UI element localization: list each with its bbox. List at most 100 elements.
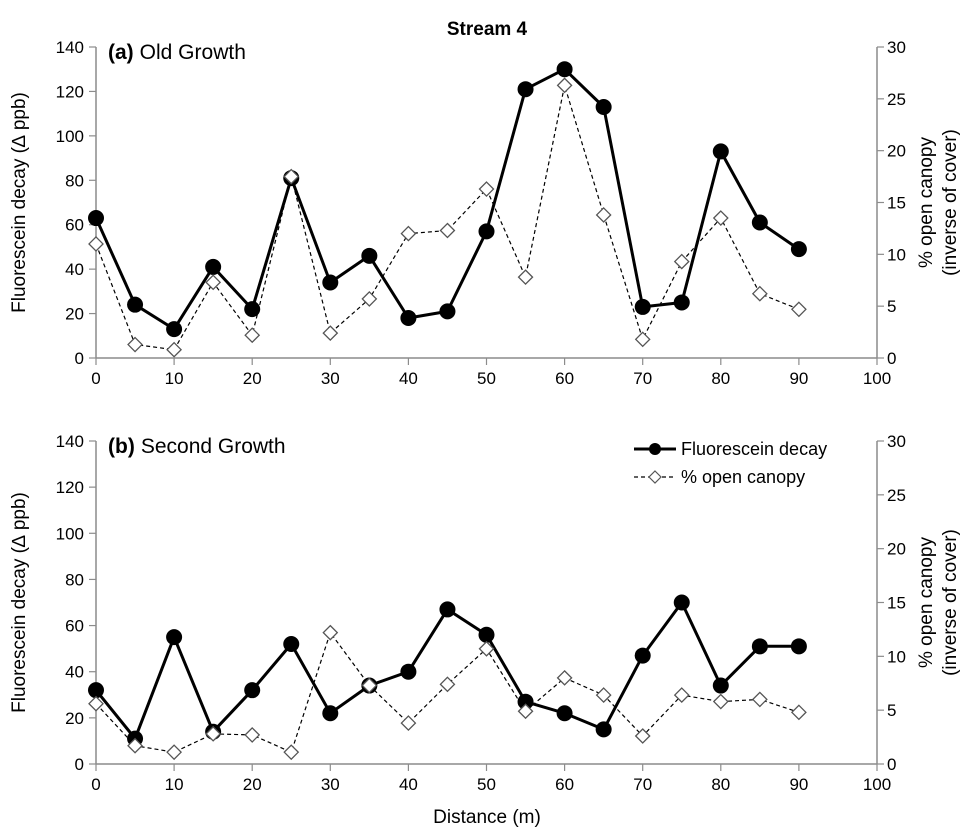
open-canopy-point bbox=[712, 210, 729, 226]
left-y-tick-label: 140 bbox=[56, 432, 84, 451]
fluorescein-decay-point bbox=[439, 303, 456, 320]
x-tick-label: 50 bbox=[477, 775, 496, 794]
open-canopy-point bbox=[556, 77, 573, 94]
fluorescein-decay-point bbox=[478, 223, 495, 240]
left-y-tick-label: 80 bbox=[65, 171, 84, 190]
open-canopy-point bbox=[634, 331, 651, 348]
open-canopy-point bbox=[400, 225, 417, 242]
open-canopy-point bbox=[244, 327, 261, 344]
fluorescein-decay-point bbox=[439, 601, 456, 618]
fluorescein-decay-point bbox=[634, 647, 651, 664]
open-canopy-point bbox=[673, 253, 690, 270]
left-y-tick-label: 100 bbox=[56, 127, 84, 146]
open-canopy-point bbox=[517, 269, 534, 286]
fluorescein-decay-point bbox=[400, 310, 417, 327]
fluorescein-decay-point bbox=[595, 721, 612, 738]
x-tick-label: 60 bbox=[555, 369, 574, 388]
x-tick-label: 20 bbox=[243, 775, 262, 794]
fluorescein-decay-point bbox=[751, 638, 768, 655]
fluorescein-decay-point bbox=[517, 693, 534, 710]
fluorescein-decay-point bbox=[595, 98, 612, 115]
panel-letter: (a) bbox=[108, 41, 134, 64]
right-y-tick-label: 20 bbox=[887, 540, 906, 559]
left-y-axis-title: Fluorescein decay (∆ ppb) bbox=[9, 92, 30, 313]
fluorescein-decay-point bbox=[166, 629, 183, 646]
fluorescein-decay-point bbox=[673, 594, 690, 611]
fluorescein-decay-point bbox=[88, 210, 104, 227]
open-canopy-point bbox=[517, 703, 534, 720]
x-tick-label: 20 bbox=[243, 369, 262, 388]
chart-title: Stream 4 bbox=[447, 19, 528, 40]
x-tick-label: 40 bbox=[399, 775, 418, 794]
fluorescein-decay-point bbox=[712, 143, 729, 160]
right-y-tick-label: 10 bbox=[887, 647, 906, 666]
fluorescein-decay-point bbox=[556, 705, 573, 722]
open-canopy-point bbox=[322, 624, 339, 641]
left-y-tick-label: 80 bbox=[65, 570, 84, 589]
right-y-axis-title-line: % open canopy bbox=[916, 537, 937, 668]
x-tick-label: 100 bbox=[863, 369, 891, 388]
left-y-tick-label: 60 bbox=[65, 216, 84, 235]
right-y-axis-title-line: (inverse of cover) bbox=[940, 529, 961, 676]
open-canopy-point bbox=[595, 687, 612, 704]
left-y-tick-label: 40 bbox=[65, 260, 84, 279]
open-canopy-point bbox=[478, 640, 495, 657]
open-canopy-point bbox=[712, 693, 729, 710]
open-canopy-point bbox=[244, 727, 261, 743]
panel-a-old-growth: 0 20 40 60 80 100 120 140 0 5 10 15 20 25 30 0 10 20 30 40 5… bbox=[9, 38, 961, 388]
right-y-tick-label: 15 bbox=[887, 594, 906, 613]
x-tick-label: 50 bbox=[477, 369, 496, 388]
right-y-tick-label: 30 bbox=[887, 432, 906, 451]
open-canopy-point bbox=[88, 236, 104, 252]
open-canopy-point bbox=[595, 207, 612, 223]
open-canopy-line bbox=[95, 631, 800, 754]
x-tick-label: 70 bbox=[633, 775, 652, 794]
open-canopy-point bbox=[400, 715, 417, 732]
right-y-tick-label: 5 bbox=[887, 297, 896, 316]
legend-fluorescein-label: Fluorescein decay bbox=[681, 439, 827, 459]
panel-letter: (b) bbox=[108, 435, 135, 458]
fluorescein-decay-point bbox=[517, 81, 534, 98]
open-canopy-point bbox=[556, 669, 573, 686]
open-canopy-point bbox=[361, 290, 378, 307]
x-tick-label: 10 bbox=[165, 369, 184, 388]
x-tick-label: 0 bbox=[91, 369, 100, 388]
x-tick-label: 80 bbox=[711, 775, 730, 794]
open-canopy-point bbox=[166, 341, 183, 358]
open-canopy-point bbox=[88, 695, 104, 712]
open-canopy-point bbox=[205, 725, 222, 742]
open-canopy-point bbox=[166, 744, 183, 761]
right-y-tick-label: 25 bbox=[887, 90, 906, 109]
fluorescein-decay-point bbox=[751, 214, 768, 231]
open-canopy-point bbox=[439, 222, 456, 239]
left-y-tick-label: 20 bbox=[65, 305, 84, 324]
fluorescein-decay-point bbox=[127, 296, 144, 313]
right-y-axis-title-line: (inverse of cover) bbox=[940, 129, 961, 276]
fluorescein-decay-point bbox=[400, 663, 417, 680]
x-tick-label: 80 bbox=[711, 369, 730, 388]
left-y-tick-label: 100 bbox=[56, 524, 84, 543]
x-tick-label: 10 bbox=[165, 775, 184, 794]
open-canopy-point bbox=[283, 744, 300, 761]
fluorescein-decay-point bbox=[790, 241, 807, 258]
x-tick-label: 100 bbox=[863, 775, 891, 794]
x-tick-label: 0 bbox=[91, 775, 100, 794]
open-canopy-point bbox=[127, 737, 143, 754]
panel-title: Old Growth bbox=[140, 41, 246, 64]
open-canopy-point bbox=[751, 691, 768, 708]
right-y-tick-label: 0 bbox=[887, 755, 896, 774]
legend-canopy-label: % open canopy bbox=[681, 467, 805, 487]
x-tick-label: 40 bbox=[399, 369, 418, 388]
open-canopy-point bbox=[634, 728, 651, 744]
panel-label: (b) Second Growth bbox=[108, 435, 286, 458]
fluorescein-decay-line bbox=[94, 67, 800, 331]
left-y-tick-label: 120 bbox=[56, 478, 84, 497]
fluorescein-decay-point bbox=[166, 321, 183, 338]
open-canopy-point bbox=[439, 676, 456, 693]
left-y-tick-label: 40 bbox=[65, 663, 84, 682]
right-y-tick-label: 10 bbox=[887, 245, 906, 264]
right-y-tick-label: 5 bbox=[887, 701, 896, 720]
fluorescein-decay-point bbox=[244, 301, 261, 318]
open-canopy-point bbox=[790, 704, 807, 721]
left-y-tick-label: 120 bbox=[56, 82, 84, 101]
